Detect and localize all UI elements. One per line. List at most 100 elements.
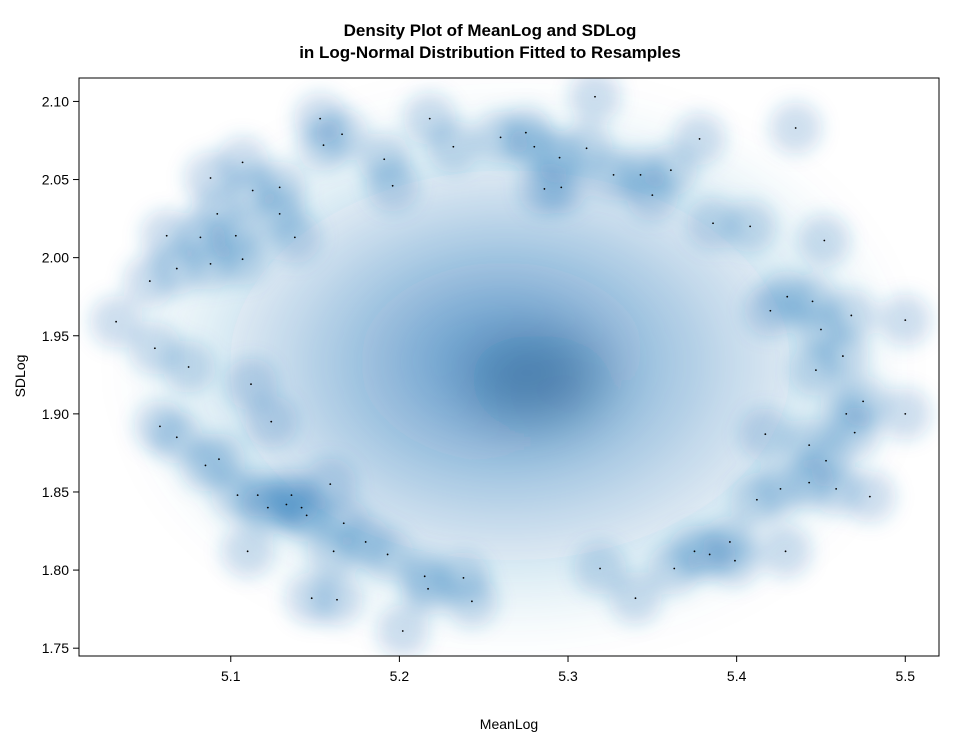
x-axis-label: MeanLog [479, 716, 539, 732]
data-point-21 [256, 494, 259, 496]
data-point-80 [808, 481, 811, 484]
y-tick-label-2: 1.85 [42, 484, 69, 500]
data-point-39 [364, 541, 367, 543]
data-point-84 [823, 239, 826, 242]
data-point-65 [693, 550, 696, 553]
data-point-55 [560, 186, 563, 189]
data-point-38 [342, 522, 345, 525]
data-point-14 [234, 234, 237, 237]
y-tick-label-6: 2.05 [42, 172, 69, 188]
data-point-44 [423, 575, 426, 578]
data-point-48 [462, 576, 465, 579]
data-point-57 [594, 95, 596, 98]
chart-title-line-1: Density Plot of MeanLog and SDLog [343, 21, 637, 40]
data-point-18 [246, 550, 249, 553]
density-layer [90, 78, 932, 656]
y-tick-label-0: 1.75 [42, 640, 69, 656]
data-point-30 [305, 514, 308, 517]
data-point-43 [401, 630, 404, 632]
data-point-52 [533, 145, 536, 148]
data-point-74 [769, 309, 772, 312]
data-point-9 [204, 464, 207, 467]
data-point-8 [199, 236, 202, 239]
y-axis-label: SDLog [12, 354, 28, 398]
data-point-5 [175, 267, 178, 270]
y-axis: 1.75 1.80 1.85 1.90 1.95 2.00 2.05 2.10 [42, 93, 79, 656]
data-point-32 [319, 117, 322, 120]
data-point-24 [278, 186, 281, 189]
x-tick-label-0: 5.1 [221, 668, 241, 684]
data-point-4 [165, 234, 168, 237]
data-point-78 [794, 127, 797, 129]
data-point-89 [850, 314, 853, 317]
data-point-69 [729, 541, 731, 543]
data-point-67 [708, 553, 711, 556]
data-point-72 [755, 498, 758, 501]
data-point-51 [524, 131, 527, 134]
data-point-37 [341, 133, 343, 136]
data-point-86 [835, 487, 838, 490]
data-point-16 [241, 161, 244, 164]
chart-title-line-2: in Log-Normal Distribution Fitted to Res… [299, 43, 681, 62]
data-point-94 [904, 412, 907, 415]
data-point-23 [270, 420, 273, 423]
data-point-83 [820, 328, 822, 331]
data-point-17 [241, 258, 244, 261]
data-point-63 [669, 169, 672, 172]
density-blob-57 [569, 78, 621, 123]
x-axis: 5.1 5.2 5.3 5.4 5.5 [221, 656, 915, 684]
data-point-29 [300, 506, 303, 509]
data-point-26 [285, 503, 288, 506]
y-tick-label-4: 1.95 [42, 328, 69, 344]
data-point-59 [612, 173, 615, 176]
data-point-25 [278, 213, 281, 215]
points-layer [115, 95, 907, 632]
data-point-82 [815, 369, 817, 372]
data-point-92 [868, 495, 871, 498]
data-point-56 [585, 147, 588, 150]
data-point-79 [808, 444, 811, 447]
data-point-54 [558, 156, 561, 159]
data-point-36 [336, 598, 338, 601]
x-tick-label-2: 5.3 [558, 668, 578, 684]
x-tick-label-1: 5.2 [390, 668, 410, 684]
data-point-88 [845, 412, 848, 415]
data-point-0 [115, 320, 117, 323]
data-point-13 [218, 458, 220, 461]
data-point-40 [383, 158, 386, 161]
data-point-53 [543, 188, 546, 190]
data-point-76 [784, 550, 787, 553]
x-tick-label-3: 5.4 [727, 668, 747, 684]
y-tick-label-1: 1.80 [42, 562, 69, 578]
data-point-68 [712, 222, 714, 225]
data-point-77 [786, 295, 789, 298]
data-point-64 [673, 567, 676, 570]
data-point-3 [159, 425, 161, 428]
data-point-45 [427, 587, 429, 590]
x-tick-label-4: 5.5 [896, 668, 916, 684]
data-point-33 [322, 144, 325, 147]
data-point-75 [779, 487, 782, 490]
plot-frame [78, 77, 940, 657]
data-point-87 [841, 355, 844, 357]
data-point-22 [266, 506, 269, 509]
data-point-93 [904, 319, 907, 322]
data-point-58 [599, 567, 601, 570]
data-point-50 [499, 136, 502, 139]
data-point-47 [452, 145, 455, 148]
data-point-66 [698, 138, 701, 140]
data-point-41 [386, 553, 389, 556]
data-point-61 [639, 173, 642, 176]
data-point-70 [734, 559, 736, 562]
data-point-42 [391, 184, 394, 187]
data-point-71 [749, 225, 752, 228]
data-point-10 [209, 177, 212, 179]
y-tick-label-7: 2.10 [42, 93, 69, 109]
data-point-7 [187, 366, 190, 368]
data-point-28 [293, 236, 296, 239]
data-point-31 [310, 597, 313, 600]
data-point-27 [290, 494, 293, 496]
data-point-91 [862, 400, 865, 403]
data-point-6 [175, 436, 178, 439]
